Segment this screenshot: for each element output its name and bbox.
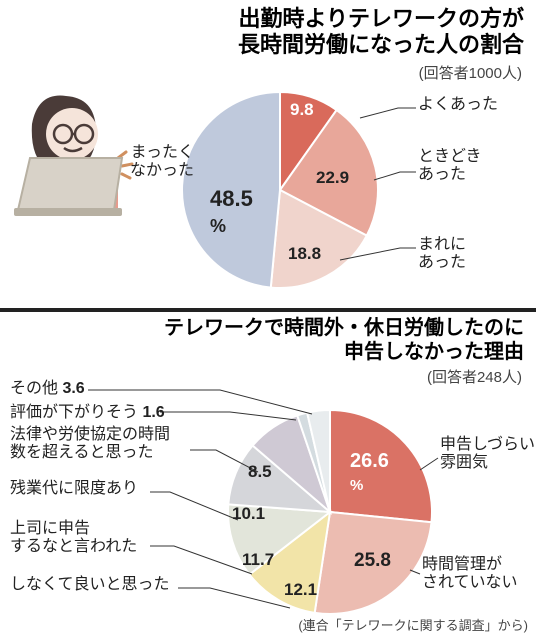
c2-val-0: 26.6%	[350, 450, 389, 496]
c2-val-1: 25.8	[354, 550, 391, 572]
c1-lbl-1-txt: ときどきあった	[418, 148, 482, 183]
c1-lbl-0: よくあった	[418, 96, 498, 114]
leader-line	[160, 412, 296, 420]
leader-line	[420, 458, 438, 470]
leader-line	[360, 108, 416, 118]
c2-val-4: 10.1	[232, 504, 265, 524]
chart2-panel: テレワークで時間外・休日労働したのに 申告しなかった理由 (回答者248人) そ…	[0, 312, 536, 640]
c2-lbl-time: 時間管理がされていない	[422, 556, 518, 593]
c1-lbl-2: まれにあった	[418, 236, 466, 273]
c1-lbl-3: まったくなかった	[130, 144, 194, 181]
c2-lbl-boss: 上司に申告するなと言われた	[10, 520, 137, 557]
leader-line	[374, 172, 416, 180]
c2-lbl-limit: 残業代に限度あり	[10, 480, 138, 498]
c2-val-3: 11.7	[242, 550, 274, 570]
c2-lbl-noneed: しなくて良いと思った	[10, 576, 170, 594]
c2-v6: 1.6	[142, 404, 164, 421]
c2-val-2: 12.1	[284, 580, 317, 600]
c1-val-3: 48.5%	[210, 186, 253, 238]
c1-lbl-2-txt: まれにあった	[418, 236, 466, 271]
c2-lbl-law: 法律や労使協定の時間数を超えると思った	[10, 426, 170, 463]
chart1-panel: 出勤時よりテレワークの方が 長時間労働になった人の割合 (回答者1000人) よ…	[0, 0, 536, 308]
c1-val-2: 18.8	[288, 244, 321, 264]
c2-val-5: 8.5	[248, 462, 272, 482]
leader-line	[150, 492, 238, 520]
c2-lbl-other: その他 3.6	[10, 380, 85, 398]
c1-lbl-1: ときどきあった	[418, 148, 482, 185]
c1-val-1: 22.9	[316, 168, 349, 188]
c2-lbl-atmos: 申告しづらい雰囲気	[440, 436, 535, 473]
c1-val-0: 9.8	[290, 100, 314, 120]
c2-lbl-eval: 評価が下がりそう 1.6	[10, 404, 165, 422]
c2-v7: 3.6	[62, 380, 84, 397]
chart2-footer: (連合「テレワークに関する調査」から)	[298, 615, 528, 634]
